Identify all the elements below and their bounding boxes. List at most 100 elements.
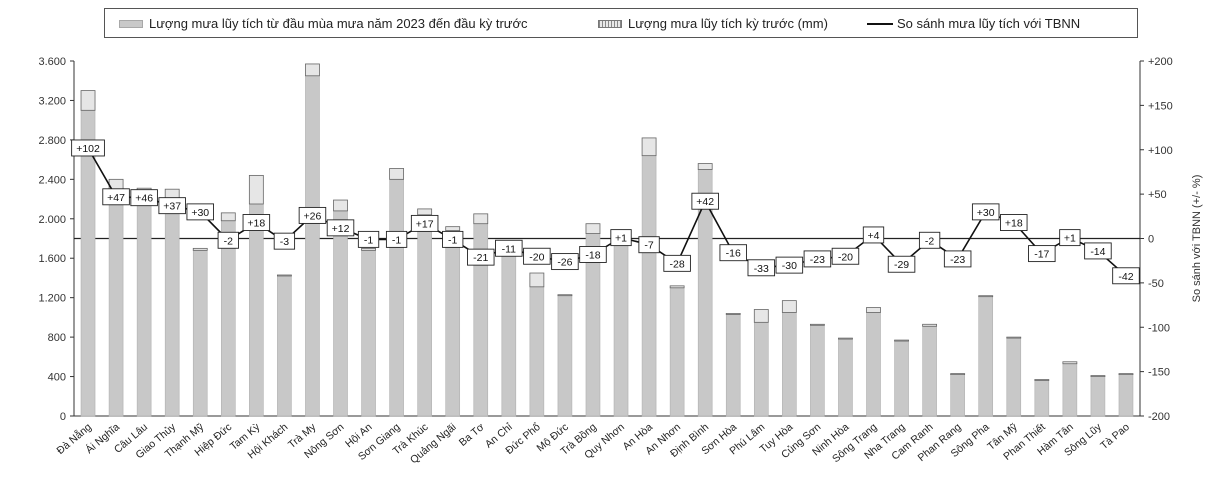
- bar-series-a: [445, 230, 461, 417]
- comparison-point-label: -21: [473, 252, 488, 264]
- bar-series-b: [557, 294, 573, 297]
- bar-series-a: [164, 198, 180, 417]
- comparison-point-label: -42: [1118, 271, 1133, 283]
- right-axis-tick-label: +200: [1148, 56, 1173, 68]
- bar-series-b: [669, 285, 685, 289]
- bar-series-b: [838, 337, 853, 340]
- comparison-point-label: -11: [502, 243, 517, 255]
- comparison-point-label: -30: [782, 260, 797, 272]
- bar-series-a: [922, 325, 937, 417]
- comparison-point-box: [467, 248, 495, 266]
- right-axis-tick-label: -100: [1148, 322, 1170, 334]
- left-axis-tick-label: 800: [48, 332, 66, 344]
- axes: 0 400 800 1.200 1.600 2.000 2.400 2.800 3.200 3.6…: [38, 56, 1203, 423]
- bar-series-a: [333, 210, 348, 417]
- bar-series-b: [781, 300, 797, 313]
- bar-series-a: [950, 374, 965, 417]
- comparison-point-box: [442, 230, 464, 248]
- right-axis-title: So sánh với TBNN (+/- %): [1191, 175, 1203, 303]
- comparison-point-box: [298, 206, 327, 224]
- bar-series-b: [922, 323, 938, 327]
- legend-swatch-series-a: [119, 20, 143, 28]
- comparison-point-box: [971, 203, 1000, 221]
- comparison-point-label: +12: [332, 223, 350, 235]
- bar-series-a: [417, 214, 432, 417]
- comparison-point-box: [551, 253, 579, 271]
- comparison-point-box: [1112, 267, 1140, 285]
- bar-series-b: [417, 208, 433, 216]
- legend-swatch-series-c: [867, 23, 893, 25]
- bar-series-b: [725, 313, 741, 315]
- bar-series-a: [192, 250, 208, 417]
- bar-series-b: [950, 373, 966, 375]
- comparison-point-label: -17: [1034, 249, 1049, 261]
- comparison-point-box: [887, 255, 916, 273]
- comparison-point-label: -23: [810, 254, 825, 266]
- comparison-point-box: [273, 232, 296, 250]
- bar-series-a: [613, 238, 629, 417]
- comparison-point-box: [495, 239, 523, 257]
- comparison-point-label: +30: [977, 207, 995, 219]
- comparison-point-box: [71, 139, 105, 157]
- bar-series-b: [192, 247, 208, 251]
- bar-series-b: [697, 163, 713, 170]
- comparison-point-box: [775, 256, 804, 274]
- bar-series-b: [894, 339, 909, 342]
- legend: Lượng mưa lũy tích từ đầu mùa mưa năm 20…: [104, 8, 1138, 38]
- comparison-point-label: +4: [868, 230, 880, 242]
- comparison-point-box: [523, 247, 551, 265]
- bar-series-b: [641, 137, 657, 157]
- comparison-point-label: +1: [1064, 233, 1076, 245]
- comparison-point-label: -18: [585, 249, 600, 261]
- comparison-point-box: [943, 250, 972, 268]
- comparison-point-label: -20: [529, 251, 544, 263]
- bar-series-b: [445, 226, 461, 232]
- comparison-point-box: [862, 226, 885, 244]
- comparison-point-label: +47: [107, 192, 125, 204]
- comparison-point-box: [326, 219, 355, 237]
- bar-series-b: [529, 272, 545, 288]
- comparison-point-box: [691, 192, 719, 210]
- bar-series-b: [866, 307, 881, 313]
- legend-item-series-a: Lượng mưa lũy tích từ đầu mùa mưa năm 20…: [119, 16, 528, 31]
- right-axis-tick-label: -50: [1148, 278, 1164, 290]
- bar-series-b: [1090, 375, 1106, 377]
- bar-series-a: [529, 286, 545, 417]
- bar-series-b: [1062, 361, 1078, 365]
- right-axis-tick-label: -200: [1148, 411, 1170, 423]
- comparison-point-label: -16: [726, 248, 741, 260]
- comparison-point-box: [747, 259, 776, 277]
- bar-series-a: [725, 314, 741, 417]
- comparison-point-box: [357, 230, 380, 248]
- bar-series-a: [1062, 363, 1078, 417]
- bar-series-a: [136, 193, 152, 417]
- bar-series-b: [389, 168, 405, 180]
- bar-series-b: [1034, 379, 1050, 381]
- bar-series-b: [220, 212, 236, 222]
- left-axis-tick-label: 400: [48, 372, 66, 384]
- bar-series-b: [753, 309, 769, 323]
- bar-series-a: [557, 295, 573, 417]
- bar-series-a: [1118, 374, 1134, 417]
- x-axis-category-label: Tà Pao: [1098, 421, 1132, 452]
- comparison-point-label: +18: [1005, 218, 1023, 230]
- comparison-point-label: +42: [696, 196, 714, 208]
- comparison-point-label: +18: [247, 218, 265, 230]
- bar-series-a: [249, 203, 264, 417]
- bar-series-b: [80, 90, 96, 111]
- left-axis-tick-label: 3.600: [38, 56, 66, 68]
- bar-series-b: [276, 274, 292, 277]
- bar-series-a: [978, 296, 994, 417]
- bar-series-b: [585, 223, 601, 234]
- comparison-point-box: [102, 188, 130, 206]
- bar-series-b: [248, 174, 264, 205]
- bar-series-b: [333, 199, 348, 212]
- right-axis-tick-label: 0: [1148, 234, 1154, 246]
- left-axis-tick-label: 1.600: [38, 253, 66, 265]
- bar-series-a: [1090, 376, 1106, 417]
- comparison-point-label: -20: [838, 251, 853, 263]
- comparison-point-label: +30: [191, 207, 209, 219]
- bar-series-b: [1118, 373, 1134, 375]
- left-axis-tick-label: 2.400: [38, 174, 66, 186]
